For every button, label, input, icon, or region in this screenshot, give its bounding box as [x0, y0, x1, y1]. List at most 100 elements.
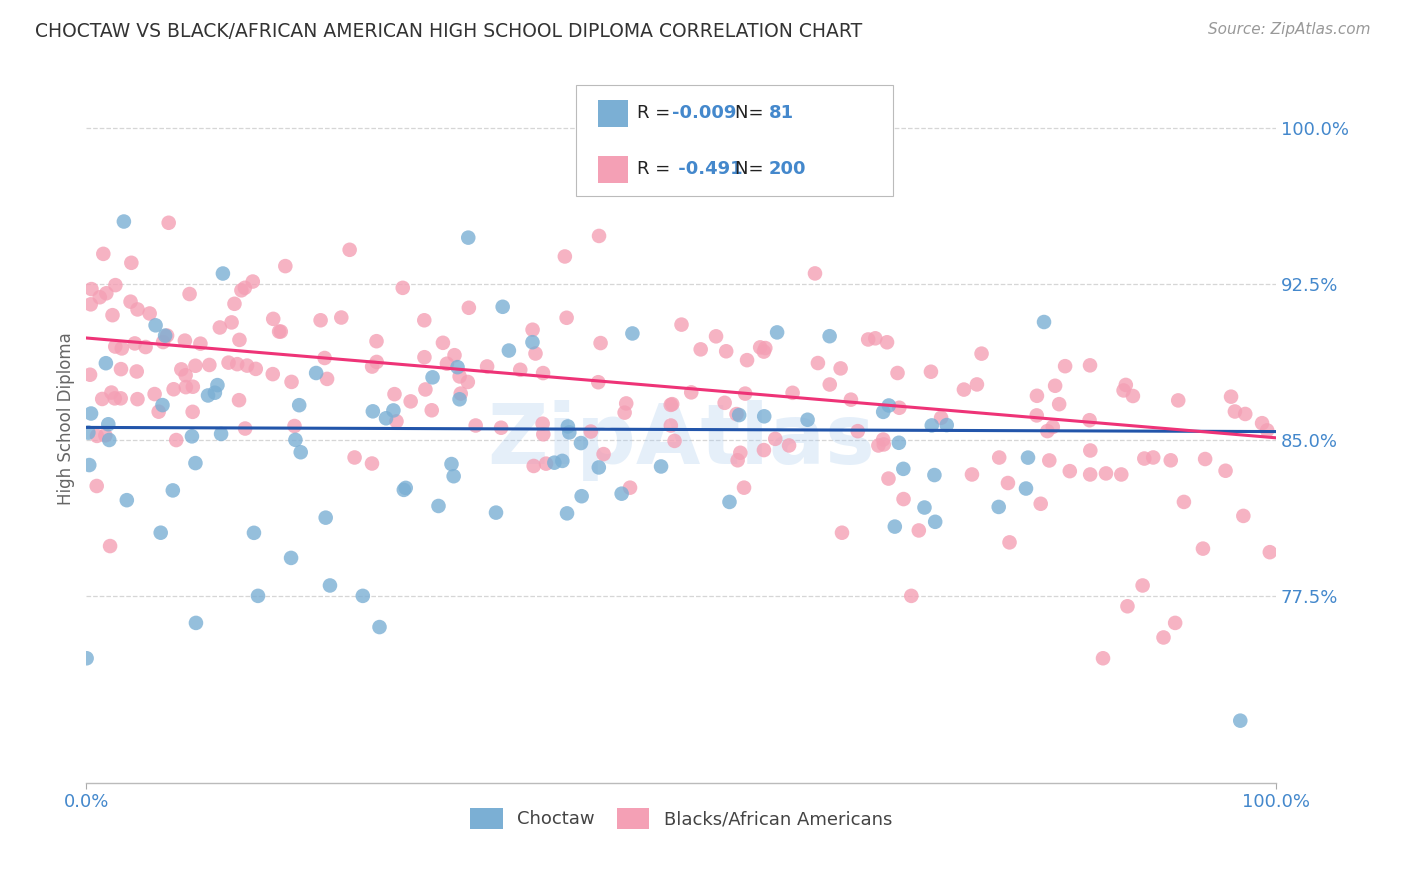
- Point: [522, 335, 544, 350]
- Point: [204, 385, 226, 400]
- Point: [1142, 450, 1164, 465]
- Point: [839, 392, 862, 407]
- Point: [873, 437, 896, 451]
- Point: [889, 401, 911, 415]
- Point: [366, 355, 388, 369]
- Point: [522, 323, 544, 337]
- Point: [449, 392, 471, 407]
- Point: [846, 424, 869, 438]
- Point: [1229, 714, 1251, 728]
- Point: [1132, 578, 1154, 592]
- Point: [420, 403, 443, 417]
- Point: [752, 443, 775, 458]
- Point: [752, 344, 775, 359]
- Point: [280, 375, 302, 389]
- Point: [900, 589, 922, 603]
- Point: [1078, 359, 1101, 373]
- Point: [960, 467, 983, 482]
- Point: [262, 311, 284, 326]
- Point: [661, 397, 683, 411]
- Point: [269, 325, 291, 339]
- Point: [953, 383, 976, 397]
- Point: [534, 457, 557, 471]
- Point: [127, 392, 149, 406]
- Point: [754, 341, 776, 355]
- Point: [184, 456, 207, 470]
- Y-axis label: High School Diploma: High School Diploma: [58, 333, 75, 506]
- Point: [589, 336, 612, 351]
- Point: [588, 229, 610, 244]
- Point: [509, 363, 531, 377]
- Point: [524, 346, 547, 360]
- Point: [1133, 451, 1156, 466]
- Point: [290, 445, 312, 459]
- Point: [1078, 467, 1101, 482]
- Point: [148, 405, 170, 419]
- Point: [162, 483, 184, 498]
- Point: [1095, 467, 1118, 481]
- Point: [221, 315, 243, 329]
- Point: [305, 366, 328, 380]
- Point: [443, 348, 465, 362]
- Point: [197, 388, 219, 402]
- Point: [555, 310, 578, 325]
- Point: [382, 403, 405, 417]
- Point: [877, 472, 900, 486]
- Point: [415, 383, 437, 397]
- Text: -0.009: -0.009: [672, 104, 737, 122]
- Point: [763, 432, 786, 446]
- Point: [173, 334, 195, 348]
- Point: [330, 310, 353, 325]
- Point: [316, 372, 339, 386]
- Point: [1173, 495, 1195, 509]
- Point: [94, 428, 117, 442]
- Point: [914, 500, 936, 515]
- Point: [209, 427, 232, 442]
- Point: [659, 418, 682, 433]
- Point: [262, 367, 284, 381]
- Point: [754, 409, 776, 424]
- Point: [233, 421, 256, 435]
- Point: [1194, 452, 1216, 467]
- Point: [1025, 409, 1047, 423]
- Point: [498, 343, 520, 358]
- Point: [120, 256, 142, 270]
- Point: [818, 329, 841, 343]
- Point: [987, 500, 1010, 514]
- Point: [284, 433, 307, 447]
- Point: [485, 506, 508, 520]
- Text: R =: R =: [637, 104, 676, 122]
- Point: [174, 380, 197, 394]
- Point: [112, 214, 135, 228]
- Point: [1047, 397, 1070, 411]
- Point: [734, 386, 756, 401]
- Point: [104, 278, 127, 293]
- Text: CHOCTAW VS BLACK/AFRICAN AMERICAN HIGH SCHOOL DIPLOMA CORRELATION CHART: CHOCTAW VS BLACK/AFRICAN AMERICAN HIGH S…: [35, 22, 862, 41]
- Point: [104, 392, 127, 406]
- Point: [361, 457, 384, 471]
- Point: [391, 281, 413, 295]
- Point: [236, 359, 259, 373]
- Point: [127, 302, 149, 317]
- Point: [727, 453, 749, 467]
- Point: [91, 247, 114, 261]
- Legend: Choctaw, Blacks/African Americans: Choctaw, Blacks/African Americans: [463, 801, 898, 836]
- Point: [733, 481, 755, 495]
- Point: [1256, 423, 1278, 437]
- Point: [76, 651, 98, 665]
- Point: [274, 259, 297, 273]
- Point: [523, 458, 546, 473]
- Point: [208, 320, 231, 334]
- Point: [1029, 497, 1052, 511]
- Point: [96, 286, 118, 301]
- Point: [557, 419, 579, 434]
- Point: [1164, 615, 1187, 630]
- Point: [1122, 389, 1144, 403]
- Point: [1258, 545, 1281, 559]
- Point: [1153, 631, 1175, 645]
- Point: [818, 377, 841, 392]
- Point: [718, 495, 741, 509]
- Point: [1038, 453, 1060, 467]
- Point: [181, 405, 204, 419]
- Point: [543, 456, 565, 470]
